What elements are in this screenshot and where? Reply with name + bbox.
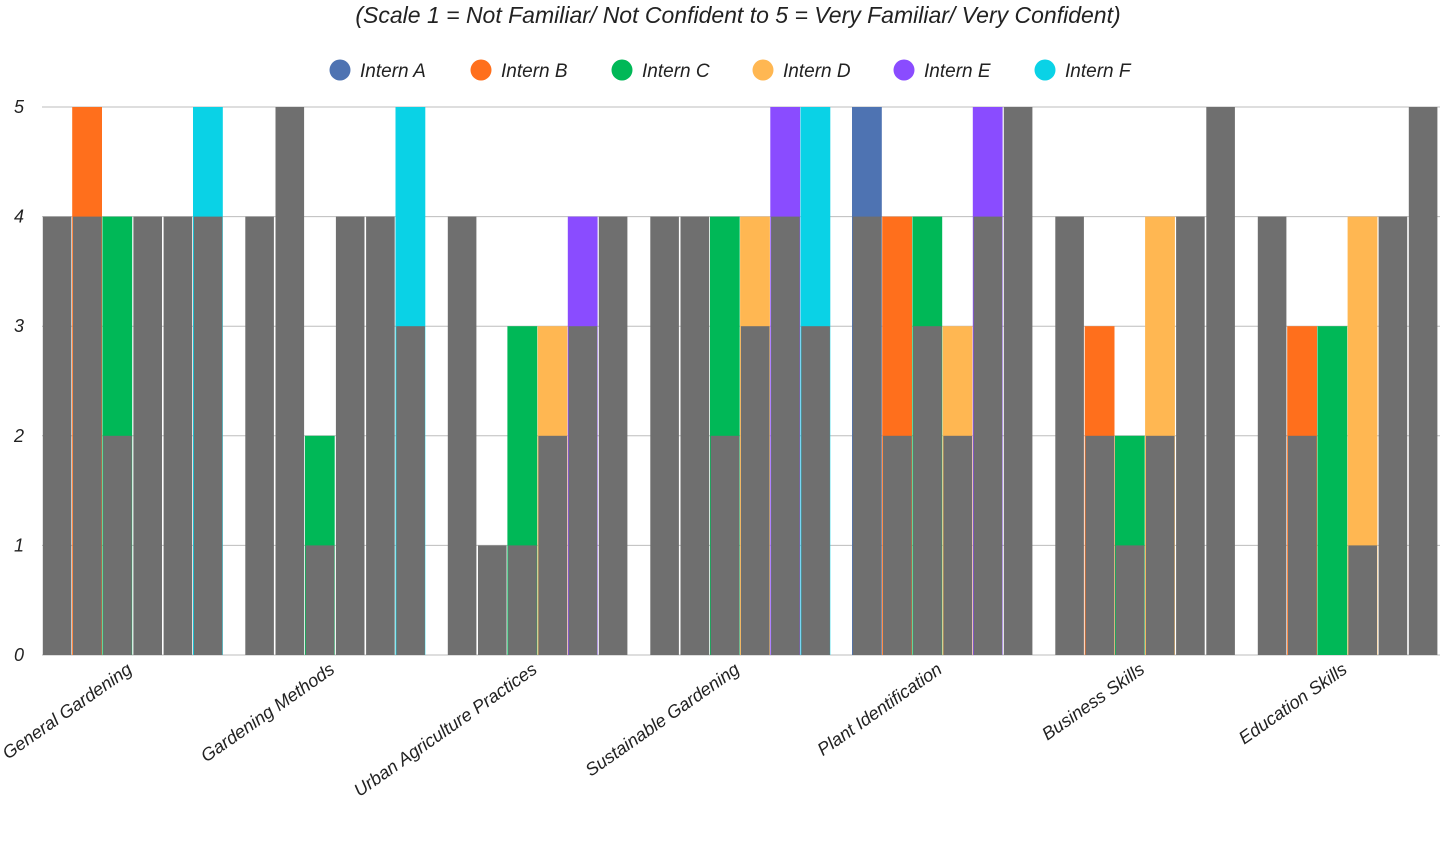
overlay-bar xyxy=(1348,545,1377,655)
y-axis-ticks: 0 1 2 3 4 5 xyxy=(13,97,25,665)
overlay-bar xyxy=(42,216,72,655)
legend-marker xyxy=(893,59,915,81)
overlay-bar xyxy=(1145,435,1175,655)
overlay-bar xyxy=(1206,107,1235,655)
legend-label: Intern F xyxy=(1065,61,1132,82)
overlay-bar xyxy=(1257,216,1287,655)
overlay-bar xyxy=(1176,216,1205,655)
overlay-bar xyxy=(1288,435,1317,655)
legend: Intern A Intern B Intern C Intern D Intern E… xyxy=(329,59,1132,82)
legend-label: Intern C xyxy=(642,61,710,82)
overlay-bar xyxy=(1055,216,1084,655)
overlay-bar xyxy=(275,107,305,655)
y-tick-label: 2 xyxy=(13,426,24,446)
overlay-bar xyxy=(1115,545,1145,655)
overlay-bar xyxy=(913,326,942,655)
overlay-bar xyxy=(335,216,365,655)
bars xyxy=(42,107,1438,655)
y-tick-label: 3 xyxy=(14,316,24,336)
overlay-bar xyxy=(740,326,770,655)
overlay-bar xyxy=(478,545,507,655)
legend-label: Intern A xyxy=(360,61,426,82)
overlay-bar xyxy=(680,216,710,655)
legend-label: Intern D xyxy=(783,61,851,82)
overlay-bar xyxy=(245,216,274,655)
legend-marker xyxy=(329,59,351,81)
overlay-bar xyxy=(1085,435,1115,655)
y-tick-label: 1 xyxy=(14,535,24,555)
overlay-bar xyxy=(568,326,598,655)
y-tick-label: 5 xyxy=(14,97,25,117)
overlay-bar xyxy=(1408,107,1438,655)
overlay-bar xyxy=(1003,107,1033,655)
overlay-bar xyxy=(538,435,567,655)
overlay-bar xyxy=(73,216,102,655)
x-category-label: Education Skills xyxy=(1235,659,1351,748)
overlay-bar xyxy=(852,216,882,655)
x-category-label: Plant Identification xyxy=(814,659,946,760)
overlay-bar xyxy=(598,216,628,655)
overlay-bar xyxy=(366,216,395,655)
legend-label: Intern E xyxy=(924,61,991,82)
overlay-bar xyxy=(103,435,132,655)
overlay-bar xyxy=(943,435,972,655)
legend-marker xyxy=(611,59,633,81)
overlay-bar xyxy=(771,216,800,655)
legend-marker xyxy=(1034,59,1056,81)
overlay-bar xyxy=(508,545,537,655)
overlay-bar xyxy=(883,435,912,655)
overlay-bar xyxy=(396,326,425,655)
legend-marker xyxy=(470,59,492,81)
legend-label: Intern B xyxy=(501,61,568,82)
overlay-bar xyxy=(133,216,162,655)
y-tick-label: 0 xyxy=(14,645,24,665)
x-axis-categories: General Gardening Gardening Methods Urban … xyxy=(0,659,1351,801)
overlay-bar xyxy=(305,545,335,655)
overlay-bar xyxy=(710,435,740,655)
overlay-bar xyxy=(650,216,679,655)
bar xyxy=(1317,326,1348,655)
overlay-bar xyxy=(447,216,477,655)
y-tick-label: 4 xyxy=(14,207,24,227)
overlay-bar xyxy=(1378,216,1408,655)
overlay-bar xyxy=(973,216,1003,655)
x-category-label: Urban Agriculture Practices xyxy=(350,659,540,801)
overlay-bar xyxy=(801,326,830,655)
x-category-label: Gardening Methods xyxy=(197,659,338,766)
x-category-label: General Gardening xyxy=(0,659,136,763)
x-category-label: Business Skills xyxy=(1038,659,1148,744)
overlay-bar xyxy=(163,216,193,655)
overlay-bar xyxy=(193,216,223,655)
legend-marker xyxy=(752,59,774,81)
chart-subtitle: (Scale 1 = Not Familiar/ Not Confident t… xyxy=(355,2,1120,28)
x-category-label: Sustainable Gardening xyxy=(582,659,743,780)
